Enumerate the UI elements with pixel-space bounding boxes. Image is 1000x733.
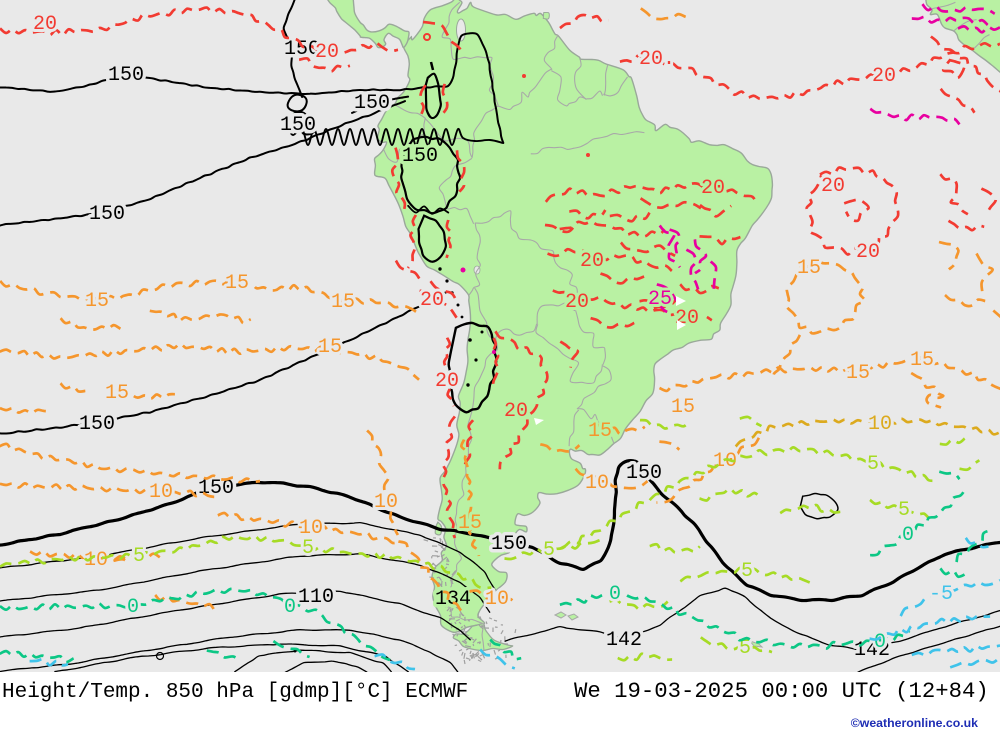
svg-text:5: 5 (898, 499, 910, 522)
svg-text:15: 15 (225, 272, 249, 295)
svg-text:Height/Temp. 850 hPa [gdmp][°C: Height/Temp. 850 hPa [gdmp][°C] ECMWF (2, 681, 468, 704)
svg-text:5: 5 (543, 539, 555, 562)
svg-text:150: 150 (491, 533, 527, 556)
svg-text:0: 0 (127, 596, 139, 619)
svg-text:15: 15 (105, 382, 129, 405)
svg-text:15: 15 (588, 420, 612, 443)
svg-text:20: 20 (675, 307, 699, 330)
svg-text:134: 134 (435, 588, 471, 611)
svg-text:15: 15 (846, 362, 870, 385)
svg-text:15: 15 (85, 290, 109, 313)
svg-text:150: 150 (79, 413, 115, 436)
svg-text:20: 20 (856, 241, 880, 264)
svg-text:142: 142 (854, 639, 890, 662)
svg-text:150: 150 (280, 114, 316, 137)
svg-text:142: 142 (606, 629, 642, 652)
svg-text:0: 0 (874, 631, 886, 654)
svg-text:20: 20 (821, 175, 845, 198)
svg-text:10: 10 (299, 517, 323, 540)
svg-text:5: 5 (867, 453, 879, 476)
svg-text:150: 150 (402, 145, 438, 168)
svg-text:20: 20 (565, 291, 589, 314)
svg-text:-5: -5 (929, 583, 953, 606)
svg-text:5: 5 (741, 560, 753, 583)
svg-text:15: 15 (458, 512, 482, 535)
svg-text:15: 15 (331, 291, 355, 314)
svg-text:5: 5 (302, 537, 314, 560)
svg-text:150: 150 (108, 64, 144, 87)
svg-text:20: 20 (580, 250, 604, 273)
svg-text:0: 0 (609, 583, 621, 606)
svg-text:20: 20 (701, 177, 725, 200)
svg-text:150: 150 (626, 462, 662, 485)
svg-text:20: 20 (504, 400, 528, 423)
svg-text:20: 20 (420, 289, 444, 312)
svg-text:We 19-03-2025 00:00 UTC (12+84: We 19-03-2025 00:00 UTC (12+84) (574, 678, 989, 704)
svg-text:20: 20 (315, 41, 339, 64)
svg-text:5: 5 (133, 545, 145, 568)
svg-text:15: 15 (910, 349, 934, 372)
svg-text:0: 0 (284, 596, 296, 619)
svg-text:15: 15 (671, 396, 695, 419)
svg-text:150: 150 (89, 203, 125, 226)
svg-text:10: 10 (868, 413, 892, 436)
svg-text:10: 10 (585, 472, 609, 495)
svg-text:10: 10 (149, 481, 173, 504)
svg-text:110: 110 (298, 586, 334, 609)
svg-text:20: 20 (435, 370, 459, 393)
svg-text:20.: 20. (639, 48, 675, 71)
svg-text:15: 15 (797, 257, 821, 280)
svg-text:20: 20 (33, 13, 57, 36)
svg-text:20: 20 (872, 65, 896, 88)
svg-text:150: 150 (198, 477, 234, 500)
svg-text:150: 150 (354, 92, 390, 115)
svg-text:15: 15 (318, 336, 342, 359)
svg-text:10: 10 (485, 588, 509, 611)
svg-text:25: 25 (648, 288, 672, 311)
svg-text:0: 0 (902, 524, 914, 547)
svg-text:©weatheronline.co.uk: ©weatheronline.co.uk (851, 716, 978, 730)
svg-text:10: 10 (374, 491, 398, 514)
